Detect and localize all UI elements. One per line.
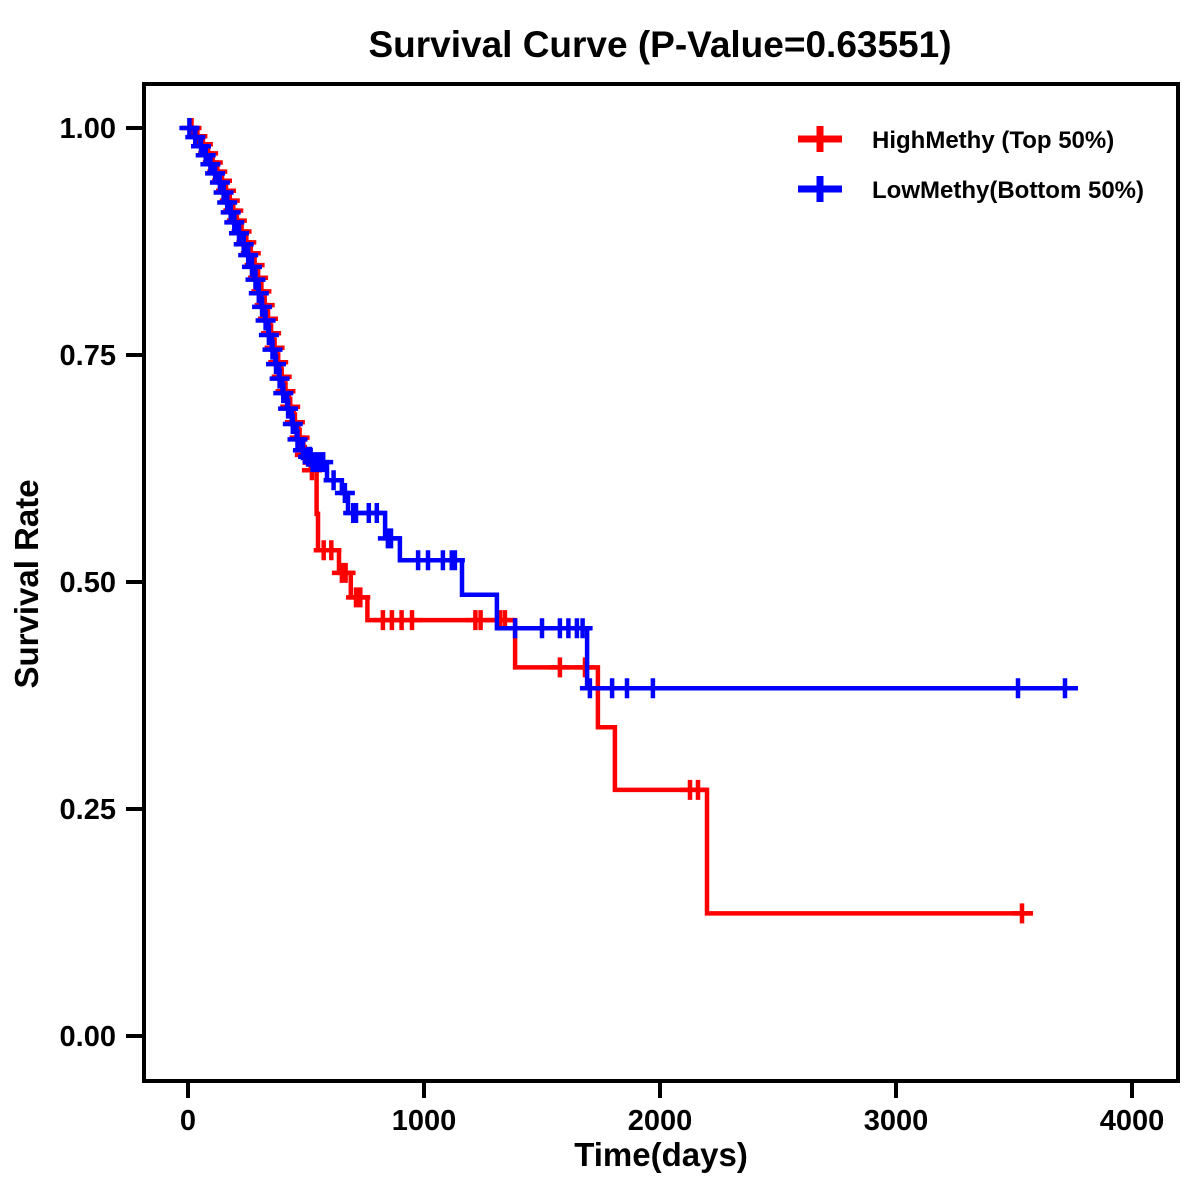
y-tick-label: 0.75 bbox=[60, 340, 116, 372]
x-tick-label: 1000 bbox=[392, 1105, 457, 1137]
x-axis-label: Time(days) bbox=[574, 1136, 748, 1173]
legend: HighMethy (Top 50%) LowMethy(Bottom 50%) bbox=[798, 126, 1144, 204]
legend-label-highmethy: HighMethy (Top 50%) bbox=[872, 127, 1114, 154]
y-tick-label: 0.25 bbox=[60, 794, 116, 826]
y-axis-label: Survival Rate bbox=[8, 479, 45, 688]
survival-curves bbox=[179, 118, 1078, 924]
legend-marker-highmethy-plus-icon bbox=[798, 126, 842, 152]
x-tick-label: 2000 bbox=[628, 1105, 693, 1137]
legend-label-lowmethy: LowMethy(Bottom 50%) bbox=[872, 177, 1144, 204]
chart-title: Survival Curve (P-Value=0.63551) bbox=[368, 24, 951, 65]
x-tick-label: 4000 bbox=[1100, 1105, 1165, 1137]
plot-border bbox=[142, 82, 1180, 1083]
x-axis-ticks: 0 1000 2000 3000 4000 bbox=[180, 1083, 1164, 1137]
y-axis-ticks: 0.00 0.25 0.50 0.75 1.00 bbox=[60, 113, 142, 1053]
y-tick-label: 1.00 bbox=[60, 113, 116, 145]
x-tick-label: 0 bbox=[180, 1105, 196, 1137]
y-tick-label: 0.50 bbox=[60, 567, 116, 599]
y-tick-label: 0.00 bbox=[60, 1021, 116, 1053]
censor-marks-lowmethy bbox=[179, 118, 1075, 699]
x-tick-label: 3000 bbox=[864, 1105, 929, 1137]
legend-marker-lowmethy-plus-icon bbox=[798, 176, 842, 202]
